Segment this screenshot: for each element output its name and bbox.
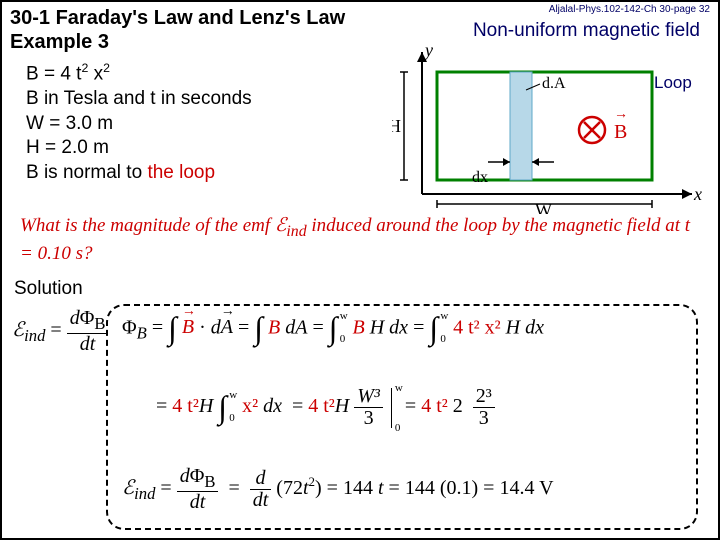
flux-evaluation-line: = 4 t²H ∫w0 x² dx = 4 t²H W³3 w0 = 4 t² … bbox=[156, 386, 495, 429]
dx-label: dx bbox=[472, 169, 488, 186]
b-vector-label: B bbox=[614, 121, 627, 143]
loop-diagram: y x H W dx d.A → B Loop bbox=[392, 44, 712, 204]
x-axis-label: x bbox=[693, 184, 702, 204]
w-label: W bbox=[535, 200, 552, 214]
da-label: d.A bbox=[542, 75, 566, 92]
question-text: What is the magnitude of the emf ℰind in… bbox=[20, 214, 700, 265]
parameters-block: B = 4 t2 x2 B in Tesla and t in seconds … bbox=[26, 60, 252, 186]
flux-integral-line: ΦB = ∫ B · dA = ∫ B dA = ∫w0 B H dx = ∫w… bbox=[122, 316, 544, 343]
svg-text:→: → bbox=[614, 105, 628, 121]
loop-label: Loop bbox=[654, 73, 692, 92]
strip bbox=[510, 72, 532, 180]
field-type-label: Non-uniform magnetic field bbox=[473, 20, 700, 42]
emf-definition: ℰind = dΦBdt bbox=[12, 308, 108, 355]
solution-box: ΦB = ∫ B · dA = ∫ B dA = ∫w0 B H dx = ∫w… bbox=[106, 304, 698, 530]
page-reference: Aljalal-Phys.102-142-Ch 30-page 32 bbox=[549, 4, 710, 15]
solution-heading: Solution bbox=[14, 278, 83, 300]
final-result-line: ℰind = dΦBdt = ddt (72t2) = 144 t = 144 … bbox=[122, 466, 554, 513]
h-label: H bbox=[392, 116, 401, 136]
y-axis-label: y bbox=[423, 44, 433, 60]
